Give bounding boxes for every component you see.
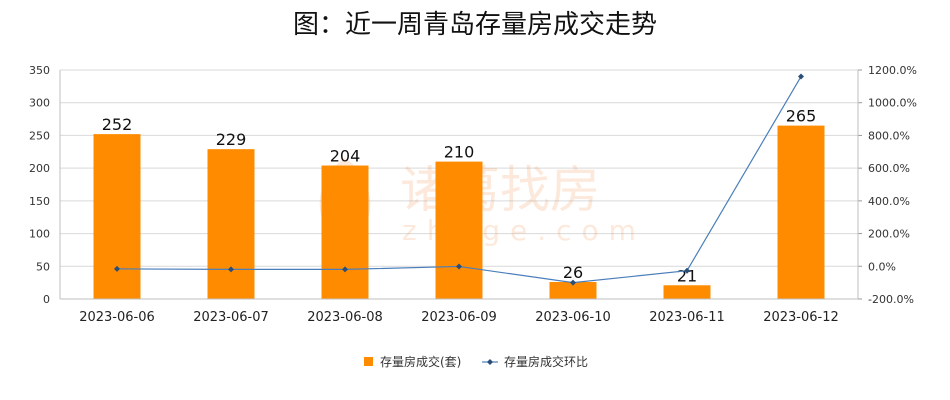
bar-series [93,125,825,299]
bar-data-label: 26 [563,263,583,282]
x-tick-label: 2023-06-07 [193,310,269,325]
y-left-tick-label: 300 [29,97,50,110]
line-point [456,263,462,270]
bar [663,285,711,299]
bar-data-label: 265 [786,107,817,126]
legend: 存量房成交(套) 存量房成交环比 [364,354,588,369]
line-point [684,267,690,274]
x-tick-label: 2023-06-08 [307,310,383,325]
line-point [114,265,120,272]
y-right-tick-label: 1200.0% [868,64,917,77]
watermark-brand: 诸葛找房 [400,161,600,219]
x-axis: 2023-06-06 2023-06-07 2023-06-08 2023-06-09… [60,298,858,325]
line-series [114,73,804,286]
y-left-tick-label: 350 [29,64,50,77]
bar [777,125,825,299]
bar-data-label: 210 [444,143,475,162]
y-right-tick-label: 0.0% [868,260,896,273]
bar [321,165,369,299]
bar [93,134,141,299]
line-point [228,266,234,273]
y-left-tick-label: 100 [29,228,50,241]
y-left-tick-label: 250 [29,129,50,142]
y-right-tick-label: 800.0% [868,129,910,142]
legend-marker-line [487,359,493,365]
bar [207,149,255,299]
bar [549,281,597,299]
x-tick-label: 2023-06-09 [421,310,497,325]
legend-label-bar: 存量房成交(套) [380,354,461,369]
y-left-tick-label: 150 [29,195,50,208]
x-tick-label: 2023-06-06 [79,310,155,325]
y-right-tick-label: 400.0% [868,195,910,208]
y-right-tick-label: 600.0% [868,162,910,175]
line-point [342,266,348,273]
legend-label-line: 存量房成交环比 [504,354,588,369]
y-axis-right: -200.0% 0.0% 200.0% 400.0% 600.0% 800.0% 1000.… [857,64,917,306]
chart-title: 图：近一周青岛存量房成交走势 [292,10,657,40]
y-axis-left: 0 50 100 150 200 250 300 350 [29,64,61,306]
y-left-tick-label: 0 [43,293,50,306]
y-right-tick-label: 1000.0% [868,97,917,110]
bar-data-label: 229 [216,130,247,149]
y-left-tick-label: 200 [29,162,50,175]
x-tick-label: 2023-06-10 [535,310,611,325]
line-point [798,73,804,80]
legend-swatch-bar [364,357,373,366]
y-right-tick-label: 200.0% [868,228,910,241]
line-point [570,279,576,286]
bar-data-label: 204 [330,147,361,166]
x-tick-label: 2023-06-11 [649,310,725,325]
bar-data-label: 252 [102,115,133,134]
bar [435,161,483,299]
y-left-tick-label: 50 [36,260,50,273]
y-right-tick-label: -200.0% [868,293,914,306]
x-tick-label: 2023-06-12 [763,310,839,325]
